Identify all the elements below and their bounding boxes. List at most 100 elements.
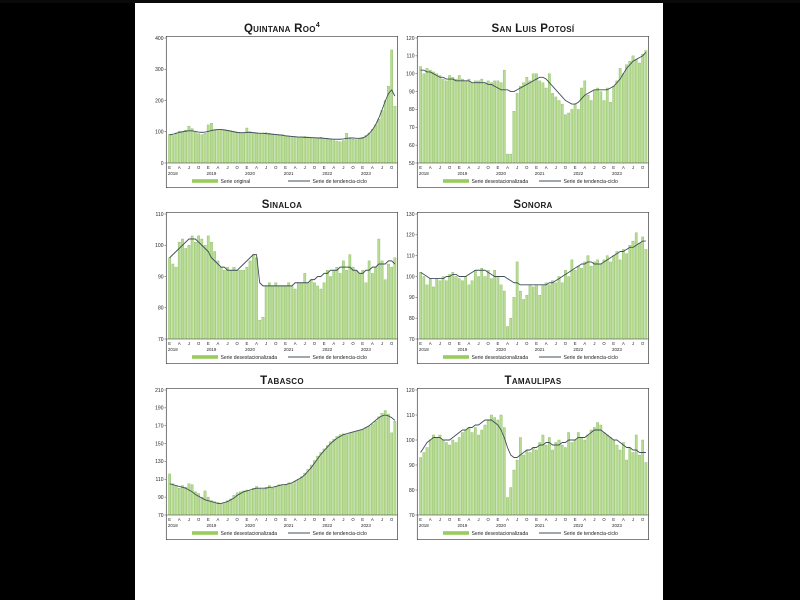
bar xyxy=(512,297,516,340)
y-axis: 50 60 70 80 90 100 110 120 xyxy=(406,36,418,167)
bar xyxy=(432,434,435,516)
y-axis: 70 80 90 100 110 120 130 xyxy=(406,212,418,343)
bar xyxy=(464,429,467,516)
bar xyxy=(589,429,593,516)
bar xyxy=(528,80,532,164)
bar-series xyxy=(168,49,397,164)
bar xyxy=(441,276,445,340)
x-tick-label: O xyxy=(525,517,529,522)
bar xyxy=(473,80,477,164)
bar xyxy=(631,240,635,340)
bar xyxy=(602,100,606,164)
bar xyxy=(554,96,558,164)
x-tick-label: O xyxy=(390,341,394,346)
x-tick-label: O xyxy=(197,517,201,522)
x-tick-label: A xyxy=(429,165,432,170)
chart-panel-san-luis-potosi: San Luis Potosí 50 60 70 80 90 100 110 120 E A J O E… xyxy=(399,18,649,190)
trend-line xyxy=(420,51,647,105)
bar xyxy=(477,276,480,340)
bar xyxy=(515,93,519,164)
bar xyxy=(541,284,545,340)
bar xyxy=(493,270,496,340)
bar xyxy=(245,266,249,340)
year-label: 2019 xyxy=(207,523,217,528)
bar xyxy=(380,110,384,164)
x-tick-label: A xyxy=(545,517,548,522)
x-tick-label: E xyxy=(284,341,287,346)
x-tick-label: A xyxy=(332,341,335,346)
letterbox-top-strip xyxy=(0,0,800,3)
year-label: 2021 xyxy=(284,171,294,176)
bar xyxy=(203,490,207,516)
chart-title-text: Sonora xyxy=(513,198,553,211)
bar xyxy=(174,486,178,516)
bar xyxy=(506,326,509,340)
bar xyxy=(602,259,606,340)
year-label: 2022 xyxy=(573,347,583,352)
bar xyxy=(309,279,313,340)
bar xyxy=(361,270,365,340)
bar xyxy=(557,276,561,340)
bar xyxy=(451,439,455,516)
bar xyxy=(268,282,271,340)
chart-panel-quintana-roo: Quintana Roo4 0 100 200 300 400 E A J O E A J O E A J O E… xyxy=(148,18,398,190)
chart-frame xyxy=(165,388,398,540)
bar xyxy=(570,109,574,164)
bar xyxy=(631,452,635,516)
bar xyxy=(428,69,432,164)
bar xyxy=(245,127,249,164)
y-tick-label: 300 xyxy=(155,67,164,73)
bar xyxy=(609,102,612,164)
legend-series-label: Serie desestacionalizada xyxy=(472,531,529,537)
bar xyxy=(467,78,471,164)
bar xyxy=(486,270,490,340)
x-tick-label: E xyxy=(458,517,461,522)
x-tick-label: J xyxy=(593,517,595,522)
bar xyxy=(438,75,442,164)
bar xyxy=(261,316,265,340)
y-tick-label: 60 xyxy=(409,143,415,149)
x-tick-label: O xyxy=(197,341,201,346)
bar xyxy=(371,273,374,340)
bar xyxy=(235,270,239,340)
bar xyxy=(171,135,175,164)
bar xyxy=(280,485,284,516)
x-tick-label: E xyxy=(419,517,422,522)
bar xyxy=(348,138,352,164)
bar xyxy=(303,273,307,340)
bar xyxy=(197,133,200,164)
x-axis-year-labels: 2018 2019 2020 2021 2022 2023 xyxy=(168,171,371,176)
x-tick-label: J xyxy=(555,517,557,522)
bar xyxy=(522,299,525,340)
bar xyxy=(638,62,641,164)
bar xyxy=(499,82,503,164)
title-footnote-superscript: 4 xyxy=(315,22,321,29)
y-tick-label: 70 xyxy=(409,337,415,343)
legend: Serie desestacionalizada Serie de tendenc… xyxy=(192,355,367,361)
bar xyxy=(538,80,542,164)
bar xyxy=(583,80,587,164)
bar xyxy=(441,78,445,164)
bar xyxy=(467,284,471,340)
bar xyxy=(470,82,474,164)
bar xyxy=(528,452,532,516)
x-tick-label: J xyxy=(226,517,228,522)
bar xyxy=(374,124,377,164)
x-tick-label: O xyxy=(487,517,491,522)
bar xyxy=(255,486,258,516)
bar xyxy=(203,133,207,164)
bar xyxy=(428,278,432,340)
year-label: 2020 xyxy=(496,523,506,528)
year-label: 2023 xyxy=(612,171,622,176)
legend: Serie desestacionalizada Serie de tendenc… xyxy=(443,531,618,537)
bar xyxy=(329,139,332,164)
bar xyxy=(171,483,175,516)
bar xyxy=(387,263,390,340)
y-tick-label: 100 xyxy=(406,72,415,78)
y-tick-label: 100 xyxy=(155,243,164,249)
bar xyxy=(316,455,319,516)
year-label: 2021 xyxy=(535,171,545,176)
x-tick-label: E xyxy=(245,165,248,170)
